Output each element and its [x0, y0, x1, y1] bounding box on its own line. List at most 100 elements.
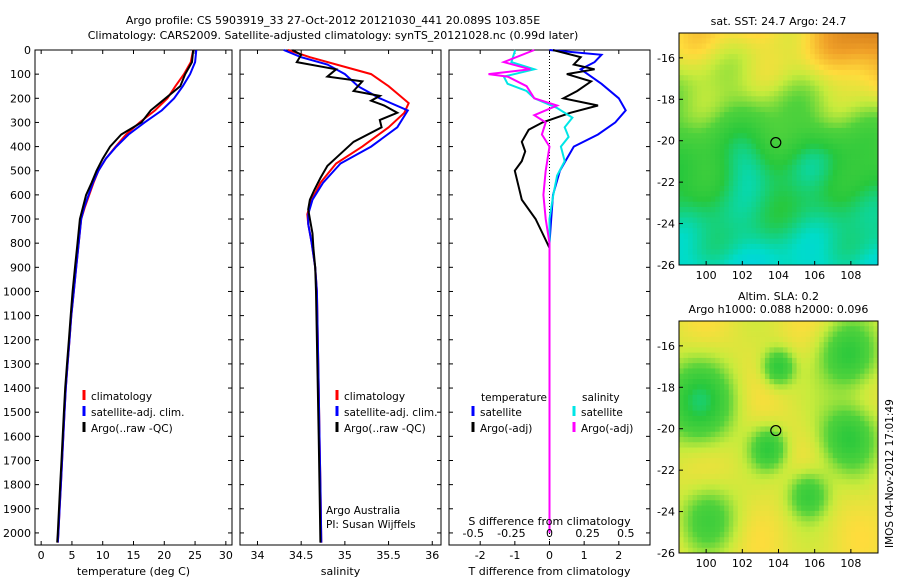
map-cell	[796, 133, 802, 139]
map-cell	[773, 505, 779, 512]
map-cell	[796, 389, 802, 396]
map-cell	[719, 48, 725, 55]
map-cell	[769, 133, 775, 139]
map-cell	[796, 191, 802, 197]
map-cell	[873, 484, 879, 491]
map-cell	[801, 384, 807, 390]
map-cell	[755, 363, 761, 369]
x2-tick-label: -0.5	[463, 527, 484, 540]
map-cell	[710, 106, 716, 113]
map-cell	[859, 458, 865, 464]
map-cell	[710, 336, 716, 343]
map-cell	[683, 222, 689, 229]
map-cell	[737, 505, 743, 512]
map-cell	[778, 384, 784, 390]
map-cell	[873, 122, 879, 129]
map-cell	[746, 326, 752, 332]
map-cell	[832, 458, 838, 464]
map-cell	[679, 542, 684, 549]
map-cell	[764, 373, 770, 380]
map-cell	[814, 384, 820, 390]
map-cell	[706, 48, 712, 55]
map-cell	[760, 352, 766, 359]
map-cell	[692, 185, 698, 192]
map-cell	[701, 175, 707, 182]
map-cell	[769, 159, 775, 166]
map-cell	[715, 259, 721, 266]
map-cell	[810, 222, 816, 229]
map-cell	[706, 33, 712, 39]
map-cell	[701, 233, 707, 240]
map-cell	[706, 363, 712, 369]
map-cell	[764, 33, 770, 39]
map-cell	[692, 373, 698, 380]
map-cell	[823, 357, 829, 364]
map-cell	[706, 38, 712, 44]
map-cell	[837, 347, 843, 354]
map-cell	[733, 426, 739, 433]
map-cell	[679, 447, 684, 454]
map-cell	[737, 379, 743, 385]
map-cell	[751, 510, 757, 517]
map-cell	[850, 410, 856, 417]
map-cell	[819, 342, 825, 348]
map-cell	[679, 175, 684, 182]
map-cell	[746, 516, 752, 522]
map-cell	[760, 238, 766, 245]
map-cell	[701, 217, 707, 224]
map-cell	[832, 212, 838, 218]
map-cell	[864, 212, 870, 218]
map-cell	[819, 468, 825, 475]
map-cell	[746, 254, 752, 261]
map-cell	[764, 207, 770, 213]
map-cell	[778, 537, 784, 543]
map-cell	[724, 463, 730, 470]
map-cell	[873, 59, 879, 66]
map-cell	[701, 201, 707, 208]
map-cell	[715, 426, 721, 433]
map-cell	[742, 373, 748, 380]
map-cell	[783, 54, 788, 60]
map-cell	[850, 500, 856, 506]
map-cell	[715, 500, 721, 506]
map-cell	[773, 133, 779, 139]
map-cell	[746, 331, 752, 338]
map-cell	[873, 373, 879, 380]
map-cell	[805, 85, 811, 92]
map-cell	[697, 473, 703, 480]
map-cell	[801, 185, 807, 192]
map-cell	[846, 175, 852, 182]
map-cell	[688, 389, 693, 396]
map-cell	[715, 479, 721, 485]
map-cell	[701, 96, 707, 102]
map-cell	[837, 38, 843, 44]
map-cell	[814, 243, 820, 250]
map-cell	[778, 64, 784, 71]
x-tick-label: 5	[68, 549, 75, 562]
map-cell	[805, 442, 811, 448]
map-cell	[710, 331, 716, 338]
map-cell	[819, 458, 825, 464]
map-cell	[814, 259, 820, 266]
map-cell	[724, 185, 730, 192]
map-cell	[755, 38, 761, 44]
map-cell	[746, 431, 752, 438]
map-cell	[868, 463, 874, 470]
map-cell	[742, 447, 748, 454]
map-cell	[764, 238, 770, 245]
x-tick-label: 34.5	[289, 549, 314, 562]
map-cell	[837, 531, 843, 538]
map-cell	[755, 521, 761, 528]
x-tick-label: 36	[425, 549, 439, 562]
map-cell	[783, 495, 788, 501]
map-cell	[769, 458, 775, 464]
map-cell	[715, 117, 721, 124]
x-tick-label: 1	[581, 549, 588, 562]
map-cell	[783, 59, 788, 66]
map-cell	[719, 521, 725, 528]
map-cell	[728, 196, 734, 203]
map-cell	[841, 405, 847, 412]
map-cell	[832, 33, 838, 39]
map-cell	[733, 143, 739, 150]
map-cell	[724, 479, 730, 485]
